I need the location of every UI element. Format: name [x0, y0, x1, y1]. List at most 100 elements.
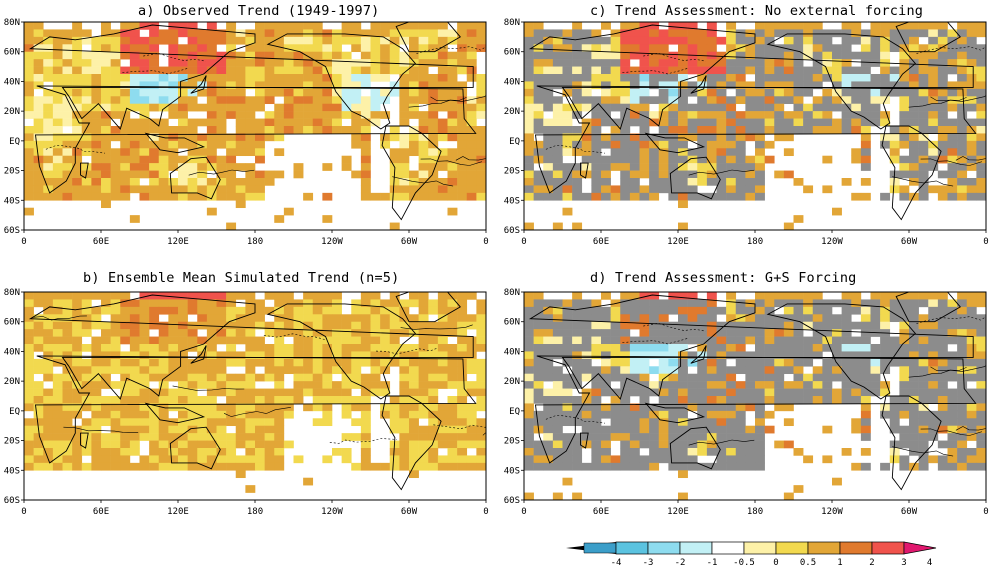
grid-cell	[870, 74, 881, 82]
grid-cell	[206, 336, 217, 345]
grid-cell	[110, 133, 121, 142]
grid-cell	[447, 192, 458, 201]
grid-cell	[716, 81, 727, 90]
grid-cell	[322, 351, 333, 360]
grid-cell	[351, 96, 362, 105]
grid-cell	[524, 51, 534, 60]
grid-cell	[735, 329, 746, 337]
grid-cell	[957, 148, 968, 157]
grid-cell	[909, 170, 919, 179]
grid-cell	[735, 455, 746, 464]
grid-cell	[966, 351, 977, 360]
grid-cell	[639, 74, 650, 82]
grid-cell	[572, 133, 583, 142]
grid-cell	[966, 133, 977, 142]
grid-cell	[687, 81, 698, 90]
grid-cell	[966, 148, 977, 157]
grid-cell	[937, 51, 948, 60]
grid-cell	[168, 74, 179, 82]
grid-cell	[764, 329, 775, 337]
grid-cell	[658, 314, 669, 323]
grid-cell	[216, 66, 227, 75]
grid-cell	[206, 207, 217, 216]
grid-cell	[120, 81, 131, 90]
grid-cell	[447, 170, 458, 179]
grid-cell	[726, 373, 737, 382]
grid-cell	[274, 455, 285, 464]
grid-cell	[928, 373, 939, 382]
grid-cell	[629, 433, 640, 441]
grid-cell	[774, 351, 785, 360]
grid-cell	[72, 111, 83, 119]
grid-cell	[947, 51, 958, 60]
grid-cell	[206, 96, 217, 105]
grid-cell	[399, 36, 410, 45]
grid-cell	[110, 410, 121, 419]
grid-cell	[832, 351, 842, 360]
grid-cell	[572, 403, 583, 412]
grid-cell	[360, 329, 371, 337]
grid-cell	[341, 111, 352, 119]
grid-cell	[928, 126, 939, 134]
grid-cell	[889, 344, 900, 352]
grid-cell	[552, 118, 563, 127]
grid-cell	[72, 292, 83, 300]
grid-cell	[187, 44, 198, 53]
grid-cell	[418, 425, 429, 434]
grid-cell	[533, 178, 544, 186]
grid-cell	[399, 81, 410, 90]
grid-cell	[351, 403, 362, 412]
panel-title: b) Ensemble Mean Simulated Trend (n=5)	[83, 270, 400, 286]
grid-cell	[543, 448, 554, 456]
grid-cell	[197, 373, 208, 382]
grid-cell	[687, 59, 698, 67]
grid-cell	[706, 344, 717, 352]
grid-cell	[851, 192, 862, 201]
grid-cell	[745, 351, 756, 360]
grid-cell	[899, 140, 910, 149]
grid-cell	[697, 126, 708, 134]
grid-cell	[187, 59, 198, 67]
grid-cell	[552, 148, 563, 157]
grid-cell	[129, 133, 140, 142]
grid-cell	[274, 329, 285, 337]
grid-cell	[457, 440, 468, 449]
grid-cell	[81, 185, 92, 194]
contour-line	[263, 333, 326, 341]
grid-cell	[524, 22, 534, 30]
grid-cell	[52, 51, 63, 60]
grid-cell	[774, 51, 785, 60]
grid-cell	[341, 22, 352, 30]
grid-cell	[610, 155, 621, 164]
grid-cell	[197, 396, 208, 404]
grid-cell	[899, 336, 910, 345]
grid-cell	[889, 185, 900, 194]
grid-cell	[447, 163, 458, 171]
grid-cell	[620, 96, 631, 105]
grid-cell	[687, 455, 698, 464]
grid-cell	[851, 29, 862, 38]
grid-cell	[581, 148, 592, 157]
grid-cell	[187, 292, 198, 300]
grid-cell	[206, 111, 217, 119]
contour-line	[172, 385, 245, 391]
grid-cell	[437, 178, 448, 186]
grid-cell	[764, 410, 775, 419]
grid-cell	[178, 155, 188, 164]
grid-cell	[187, 163, 198, 171]
grid-cell	[918, 440, 929, 449]
grid-cell	[52, 163, 63, 171]
grid-cell	[149, 299, 160, 308]
grid-cell	[168, 455, 179, 464]
grid-cell	[591, 306, 602, 315]
grid-cell	[793, 344, 804, 352]
grid-cell	[552, 36, 563, 45]
grid-cell	[726, 59, 737, 67]
grid-cell	[629, 388, 640, 397]
grid-cell	[168, 126, 179, 134]
grid-cell	[399, 321, 410, 330]
grid-cell	[899, 381, 910, 389]
grid-cell	[409, 292, 419, 300]
